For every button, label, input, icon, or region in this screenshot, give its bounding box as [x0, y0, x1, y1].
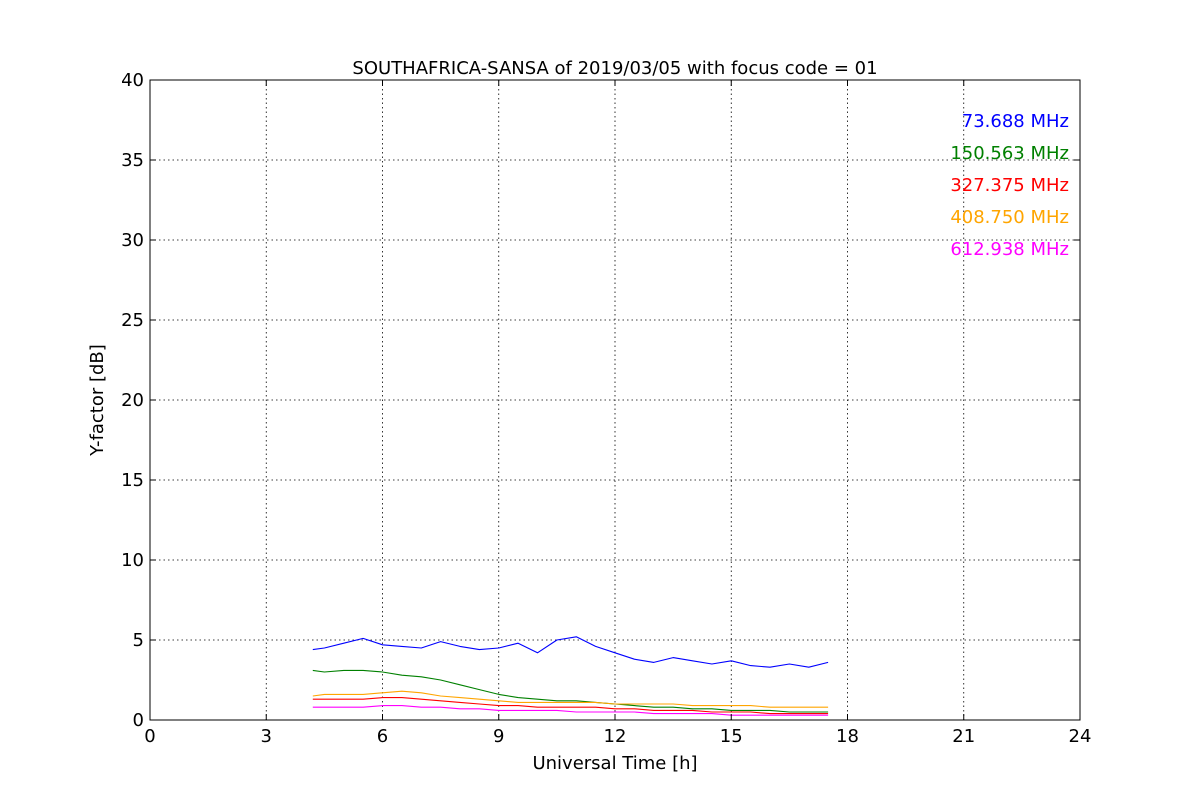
legend-entry-5: 612.938 MHz: [950, 239, 1069, 260]
legend: 73.688 MHz 150.563 MHz 327.375 MHz 408.750 …: [950, 111, 1069, 260]
legend-entry-1: 73.688 MHz: [962, 111, 1069, 132]
x-tick-label: 21: [952, 726, 975, 747]
x-axis-title: Universal Time [h]: [532, 753, 697, 774]
series-line-4: [312, 690, 829, 708]
x-tick-label: 24: [1069, 726, 1092, 747]
y-tick-label: 15: [121, 470, 144, 491]
ticks: 0 3 6 9 12 15 18 21 24 0 5 10 15 20 25 30 35 40: [121, 70, 1091, 747]
y-tick-label: 0: [133, 710, 144, 731]
legend-entry-4: 408.750 MHz: [950, 207, 1069, 228]
x-tick-label: 6: [377, 726, 388, 747]
y-tick-label: 35: [121, 150, 144, 171]
series-line-3: [312, 697, 829, 715]
series-group: [312, 636, 829, 716]
y-axis-title: Y-factor [dB]: [87, 344, 108, 457]
y-tick-label: 25: [121, 310, 144, 331]
x-tick-label: 15: [720, 726, 743, 747]
series-line-5: [312, 705, 829, 716]
series-line-1: [312, 636, 829, 668]
chart-title: SOUTHAFRICA-SANSA of 2019/03/05 with foc…: [352, 58, 877, 79]
x-tick-label: 9: [493, 726, 504, 747]
y-tick-label: 40: [121, 70, 144, 91]
x-tick-label: 3: [261, 726, 272, 747]
legend-entry-2: 150.563 MHz: [950, 143, 1069, 164]
grid: [150, 80, 1080, 720]
series-line-2: [312, 669, 829, 713]
legend-entry-3: 327.375 MHz: [950, 175, 1069, 196]
y-tick-label: 20: [121, 390, 144, 411]
x-tick-label: 0: [144, 726, 155, 747]
y-tick-label: 5: [133, 630, 144, 651]
x-tick-label: 12: [604, 726, 627, 747]
y-tick-label: 30: [121, 230, 144, 251]
y-tick-label: 10: [121, 550, 144, 571]
x-tick-label: 18: [836, 726, 859, 747]
